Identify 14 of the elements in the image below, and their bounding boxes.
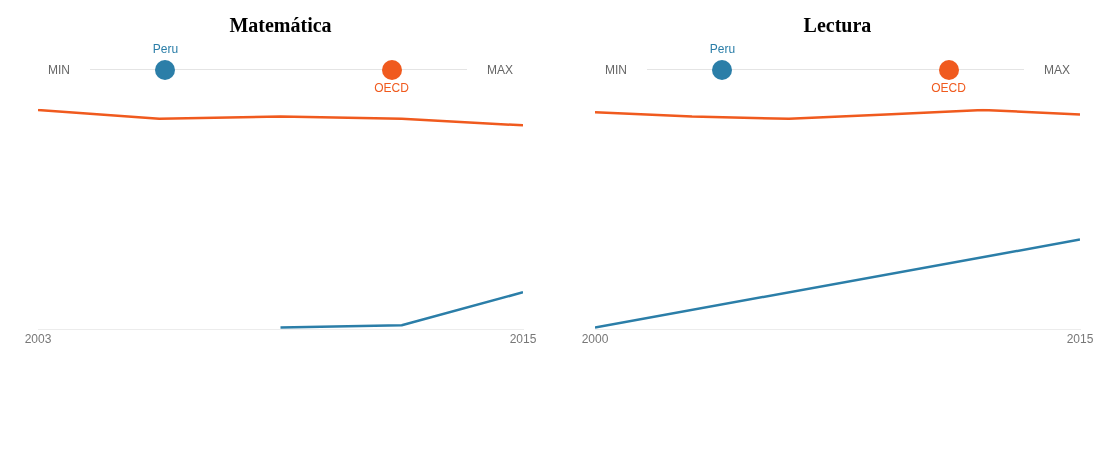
- x-tick-label: 2015: [509, 332, 537, 347]
- text: Peru: [708, 42, 737, 56]
- text: MAX: [1043, 63, 1070, 77]
- x-tick-label: 2015: [1066, 332, 1094, 347]
- legend-label: OECD: [930, 81, 967, 95]
- text: MIN: [605, 63, 627, 77]
- legend-label: OECD: [373, 81, 410, 95]
- chart-title: Matemática: [228, 14, 333, 38]
- text: Peru: [151, 42, 180, 56]
- chart-title: Lectura: [802, 14, 873, 38]
- x-tick-label: 2000: [581, 332, 609, 347]
- text: MAX: [486, 63, 513, 77]
- text: MIN: [48, 63, 70, 77]
- x-tick-label: 2003: [24, 332, 52, 347]
